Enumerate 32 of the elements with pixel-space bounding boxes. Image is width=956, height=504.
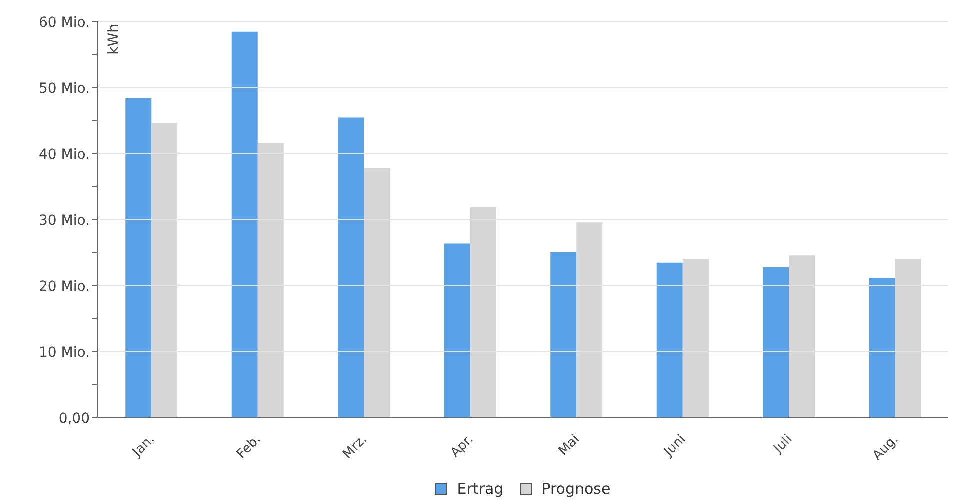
bar <box>895 258 922 418</box>
y-tick-label: 50 Mio. <box>38 81 90 97</box>
y-tick-label: 30 Mio. <box>38 213 90 229</box>
bar <box>152 122 178 418</box>
y-tick-label: 20 Mio. <box>38 279 90 295</box>
x-tick-label: Mai <box>556 432 583 459</box>
y-tick-label: 10 Mio. <box>38 345 90 361</box>
y-axis-title: kWh <box>106 24 122 55</box>
y-tick-label: 60 Mio. <box>38 15 90 31</box>
bar <box>232 32 258 418</box>
x-tick-label: Jan. <box>130 432 158 461</box>
bar <box>338 118 364 418</box>
x-tick-label: Mrz. <box>340 432 370 462</box>
bar <box>258 143 284 418</box>
y-tick-label: 0,00 <box>58 411 90 427</box>
x-tick-label: Feb. <box>234 432 264 462</box>
bar <box>364 168 390 418</box>
bar <box>656 262 683 418</box>
x-tick-label: Juli <box>770 432 796 458</box>
bar <box>682 258 709 418</box>
bar <box>470 207 496 418</box>
legend-label: Ertrag <box>456 480 504 498</box>
bar <box>789 256 816 418</box>
bar <box>576 222 603 418</box>
bar <box>869 278 896 418</box>
legend-label: Prognose <box>540 480 611 498</box>
bar <box>444 244 470 418</box>
y-tick-label: 40 Mio. <box>38 147 90 163</box>
bar <box>550 252 577 418</box>
x-tick-label: Apr. <box>448 432 477 461</box>
bar <box>126 98 152 418</box>
bar <box>763 268 790 418</box>
